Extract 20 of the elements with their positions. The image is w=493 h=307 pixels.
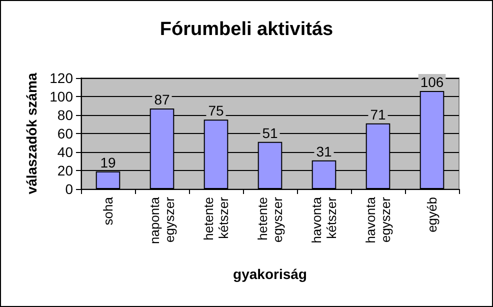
y-tick-label: 0 — [65, 181, 74, 197]
y-tick-label: 40 — [57, 144, 74, 160]
x-tick-label: naponta egyszer — [147, 196, 177, 244]
x-tick-label: egyéb — [424, 197, 440, 232]
y-tick-label: 120 — [50, 70, 74, 86]
data-label: 87 — [154, 92, 170, 108]
x-tick-label: soha — [100, 196, 116, 226]
y-tick-label: 20 — [57, 162, 74, 178]
chart-title: Fórumbeli aktivitás — [160, 19, 334, 40]
y-tick-label: 80 — [57, 107, 74, 123]
y-tick-label: 60 — [57, 126, 74, 142]
data-label: 19 — [100, 154, 116, 170]
data-label: 106 — [420, 74, 444, 90]
data-label: 31 — [316, 143, 332, 160]
y-tick-label: 100 — [50, 88, 74, 104]
data-label: 75 — [208, 102, 224, 119]
y-axis-title: válaszadók száma — [24, 72, 40, 194]
data-label: 51 — [262, 124, 278, 141]
data-label: 71 — [370, 106, 386, 122]
x-axis-title: gyakoriság — [233, 266, 307, 282]
